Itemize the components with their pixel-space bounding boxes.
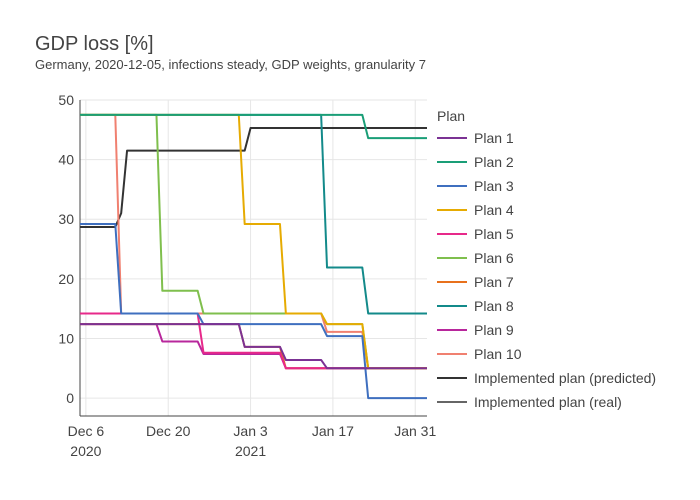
chart-title: GDP loss [%] [35, 33, 154, 55]
x-tick-label: Dec 6 [68, 423, 105, 439]
legend-entry[interactable]: Plan 4 [474, 202, 514, 218]
legend-entry[interactable]: Implemented plan (real) [474, 394, 622, 410]
legend-entry[interactable]: Plan 5 [474, 226, 514, 242]
y-tick-label: 30 [58, 211, 74, 227]
series-line-1 [80, 323, 427, 370]
series-line-3 [80, 223, 427, 400]
y-tick-label: 0 [66, 390, 74, 406]
y-tick-label: 20 [58, 271, 74, 287]
series-line-10 [80, 113, 427, 370]
x-tick-label: Dec 20 [146, 423, 191, 439]
legend: Plan Plan 1 Plan 2 Plan 3 Plan 4 Plan 5 Plan 6… [437, 108, 656, 410]
legend-entry[interactable]: Plan 1 [474, 130, 514, 146]
series-line-2 [80, 113, 427, 140]
legend-entry[interactable]: Plan 3 [474, 178, 514, 194]
x-tick-label: Jan 17 [312, 423, 354, 439]
x-tick-label: Jan 3 [233, 423, 267, 439]
plot-area: 0 10 20 30 40 50 Dec 6 2020 Dec 20 Jan 3 2021 Jan 1… [58, 92, 436, 459]
legend-entry[interactable]: Plan 9 [474, 322, 514, 338]
x-tick-label: Jan 31 [394, 423, 436, 439]
y-tick-label: 50 [58, 92, 74, 108]
y-tick-label: 40 [58, 152, 74, 168]
x-tick-year: 2021 [235, 443, 266, 459]
legend-entry[interactable]: Plan 7 [474, 274, 514, 290]
legend-entry[interactable]: Plan 8 [474, 298, 514, 314]
series-line-8 [80, 113, 427, 315]
legend-entry[interactable]: Plan 2 [474, 154, 514, 170]
series-line-6 [80, 113, 427, 370]
legend-entry[interactable]: Implemented plan (predicted) [474, 370, 656, 386]
y-tick-label: 10 [58, 330, 74, 346]
chart-subtitle: Germany, 2020-12-05, infections steady, … [35, 57, 426, 72]
legend-title: Plan [437, 108, 465, 124]
x-tick-year: 2020 [70, 443, 101, 459]
series-line-11 [80, 127, 427, 228]
legend-entry[interactable]: Plan 6 [474, 250, 514, 266]
legend-entry[interactable]: Plan 10 [474, 346, 522, 362]
series-line-4 [80, 113, 427, 370]
series-line-5 [80, 312, 427, 370]
